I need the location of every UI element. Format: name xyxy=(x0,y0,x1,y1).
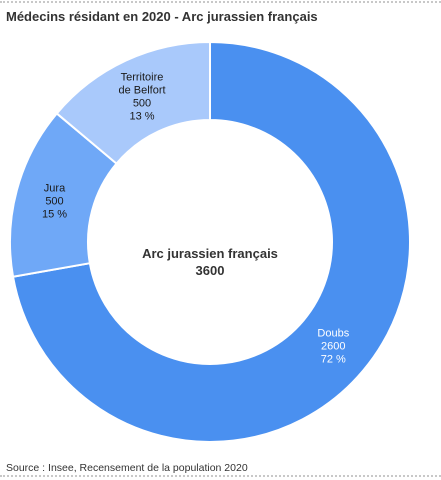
slice-label-jura-name: Jura xyxy=(44,182,66,194)
chart-source: Source : Insee, Recensement de la popula… xyxy=(6,462,248,474)
slice-territoire-de-belfort xyxy=(55,40,211,165)
slice-label-jura-value: 500 xyxy=(45,195,63,207)
slice-label-territoire-de-belfort-name: Territoire xyxy=(121,72,164,84)
slice-label-territoire-de-belfort-percent: 13 % xyxy=(129,111,154,123)
slice-label-doubs-name: Doubs xyxy=(317,328,349,340)
slice-label-jura-percent: 15 % xyxy=(42,208,67,220)
slice-label-territoire-de-belfort-value: 500 xyxy=(133,98,151,110)
bottom-dotted-border xyxy=(0,475,441,477)
center-label: Arc jurassien français xyxy=(142,246,278,261)
slice-doubs xyxy=(11,40,411,443)
slice-label-doubs-percent: 72 % xyxy=(321,354,346,366)
top-dotted-border xyxy=(0,1,441,3)
chart-title: Médecins résidant en 2020 - Arc jurassie… xyxy=(6,9,318,24)
center-value: 3600 xyxy=(196,263,225,278)
slice-label-territoire-de-belfort-name: de Belfort xyxy=(118,85,165,97)
slice-label-doubs-value: 2600 xyxy=(321,341,345,353)
